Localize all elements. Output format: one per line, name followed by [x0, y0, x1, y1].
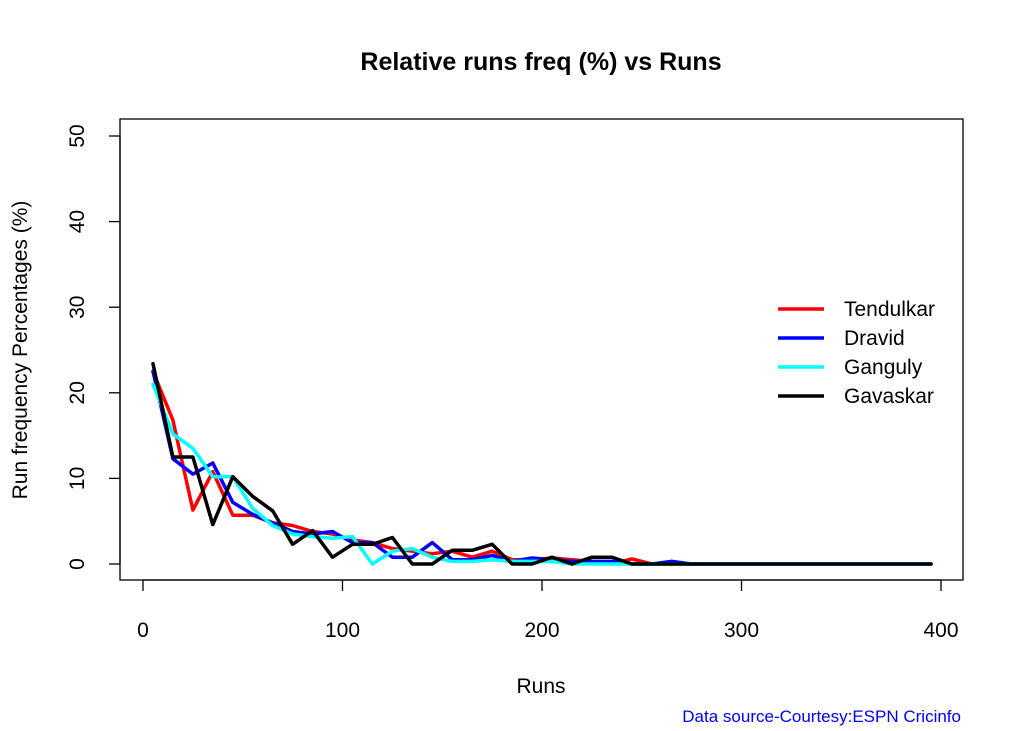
series-lines — [151, 361, 933, 566]
y-tick-label: 30 — [66, 296, 89, 319]
legend-label-dravid: Dravid — [844, 327, 905, 350]
series-line-gavaskar — [151, 361, 933, 566]
y-tick-label: 10 — [66, 467, 89, 490]
legend-label-tendulkar: Tendulkar — [844, 298, 935, 321]
x-tick-label: 300 — [724, 619, 759, 642]
chart-title: Relative runs freq (%) vs Runs — [360, 48, 721, 76]
y-tick-label: 20 — [66, 381, 89, 404]
y-axis-label: Run frequency Percentages (%) — [9, 201, 32, 500]
x-tick-label: 100 — [325, 619, 360, 642]
series-line-tendulkar — [151, 369, 933, 566]
y-axis: 0 10 20 30 40 50 — [66, 124, 121, 570]
legend-label-gavaskar: Gavaskar — [844, 385, 934, 408]
legend-label-ganguly: Ganguly — [844, 356, 923, 379]
series-line-dravid — [151, 369, 933, 566]
x-tick-label: 0 — [137, 619, 149, 642]
y-tick-label: 0 — [66, 558, 89, 570]
x-axis: 0 100 200 300 400 — [137, 579, 959, 642]
x-tick-label: 200 — [524, 619, 559, 642]
series-line-ganguly — [151, 382, 933, 566]
legend: Tendulkar Dravid Ganguly Gavaskar — [778, 298, 935, 408]
y-tick-label: 40 — [66, 210, 89, 233]
x-tick-label: 400 — [923, 619, 958, 642]
x-axis-label: Runs — [516, 675, 565, 698]
y-tick-label: 50 — [66, 124, 89, 147]
data-source-note: Data source-Courtesy:ESPN Cricinfo — [682, 707, 961, 726]
